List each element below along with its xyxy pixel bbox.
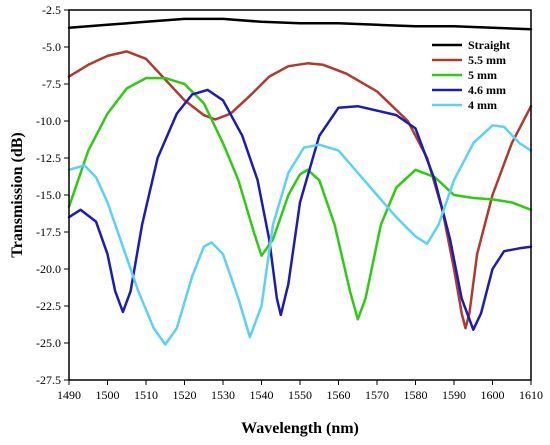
legend-label: 4.6 mm bbox=[468, 83, 506, 97]
legend-label: Straight bbox=[468, 38, 510, 52]
series-line-0 bbox=[67, 17, 533, 31]
y-tick-label: -7.5 bbox=[42, 77, 61, 91]
y-tick-label: -10.0 bbox=[36, 114, 61, 128]
y-axis-ticks: -2.5 -5.0 -7.5 -10.0 -12.5 -15.0 -17.5 -20.0 -22… bbox=[36, 3, 69, 387]
series-line-2 bbox=[67, 76, 533, 321]
y-tick-label: -5.0 bbox=[42, 40, 61, 54]
x-tick-label: 1530 bbox=[211, 388, 235, 402]
y-tick-label: -20.0 bbox=[36, 262, 61, 276]
x-tick-label: 1540 bbox=[250, 388, 274, 402]
y-tick-label: -25.0 bbox=[36, 336, 61, 350]
x-tick-label: 1520 bbox=[173, 388, 197, 402]
x-tick-label: 1610 bbox=[519, 388, 543, 402]
y-tick-label: -2.5 bbox=[42, 3, 61, 17]
y-tick-label: -22.5 bbox=[36, 299, 61, 313]
x-tick-label: 1560 bbox=[327, 388, 351, 402]
x-tick-label: 1510 bbox=[134, 388, 158, 402]
x-axis-label: Wavelength (nm) bbox=[241, 420, 359, 437]
y-tick-label: -12.5 bbox=[36, 151, 61, 165]
y-tick-label: -15.0 bbox=[36, 188, 61, 202]
legend-label: 4 mm bbox=[468, 98, 497, 112]
y-tick-label: -17.5 bbox=[36, 225, 61, 239]
y-tick-label: -27.5 bbox=[36, 373, 61, 387]
x-tick-label: 1580 bbox=[404, 388, 428, 402]
x-tick-label: 1600 bbox=[481, 388, 505, 402]
plot-frame bbox=[68, 9, 532, 381]
legend-label: 5.5 mm bbox=[468, 53, 506, 67]
x-tick-label: 1490 bbox=[57, 388, 81, 402]
x-axis-ticks: 1490 1500 1510 1520 1530 1540 1550 1560 1570 1580… bbox=[57, 380, 543, 402]
legend-label: 5 mm bbox=[468, 68, 497, 82]
x-tick-label: 1590 bbox=[442, 388, 466, 402]
series-layer bbox=[67, 17, 533, 346]
series-line-1 bbox=[67, 50, 533, 330]
x-tick-label: 1550 bbox=[288, 388, 312, 402]
series-line-4 bbox=[67, 124, 533, 346]
series-line-3 bbox=[67, 88, 533, 331]
y-axis-label: Transmission (dB) bbox=[9, 132, 26, 258]
x-tick-label: 1500 bbox=[96, 388, 120, 402]
x-tick-label: 1570 bbox=[365, 388, 389, 402]
